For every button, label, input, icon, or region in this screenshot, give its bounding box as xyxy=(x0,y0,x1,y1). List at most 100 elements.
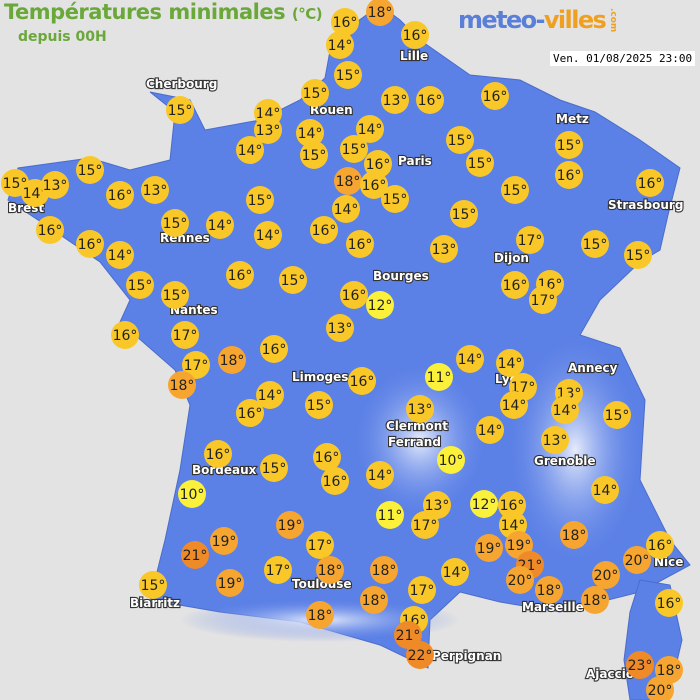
temperature-marker[interactable]: 18° xyxy=(168,371,196,399)
temperature-marker[interactable]: 16° xyxy=(364,150,392,178)
temperature-marker[interactable]: 17° xyxy=(306,531,334,559)
temperature-marker[interactable]: 16° xyxy=(310,216,338,244)
temperature-marker[interactable]: 20° xyxy=(506,566,534,594)
temperature-marker[interactable]: 15° xyxy=(166,96,194,124)
temperature-marker[interactable]: 16° xyxy=(106,181,134,209)
temperature-marker[interactable]: 23° xyxy=(626,651,654,679)
temperature-marker[interactable]: 16° xyxy=(646,531,674,559)
temperature-marker[interactable]: 13° xyxy=(430,235,458,263)
temperature-marker[interactable]: 16° xyxy=(401,21,429,49)
temperature-marker[interactable]: 13° xyxy=(381,86,409,114)
temperature-marker[interactable]: 15° xyxy=(76,156,104,184)
temperature-marker[interactable]: 16° xyxy=(360,171,388,199)
temperature-marker[interactable]: 16° xyxy=(331,8,359,36)
temperature-marker[interactable]: 16° xyxy=(416,86,444,114)
temperature-marker[interactable]: 15° xyxy=(624,241,652,269)
temperature-marker[interactable]: 14° xyxy=(106,241,134,269)
temperature-marker[interactable]: 14° xyxy=(456,345,484,373)
temperature-marker[interactable]: 16° xyxy=(36,216,64,244)
temperature-marker[interactable]: 15° xyxy=(161,281,189,309)
temperature-marker[interactable]: 14° xyxy=(356,115,384,143)
temperature-marker[interactable]: 16° xyxy=(204,440,232,468)
temperature-marker[interactable]: 11° xyxy=(376,501,404,529)
temperature-marker[interactable]: 16° xyxy=(260,335,288,363)
temperature-marker[interactable]: 15° xyxy=(126,271,154,299)
temperature-marker[interactable]: 14° xyxy=(236,136,264,164)
temperature-marker[interactable]: 15° xyxy=(603,401,631,429)
temperature-marker[interactable]: 17° xyxy=(264,556,292,584)
temperature-marker[interactable]: 16° xyxy=(111,321,139,349)
temperature-marker[interactable]: 19° xyxy=(216,569,244,597)
temperature-marker[interactable]: 17° xyxy=(529,286,557,314)
temperature-marker[interactable]: 15° xyxy=(340,135,368,163)
temperature-marker[interactable]: 14° xyxy=(332,195,360,223)
temperature-marker[interactable]: 16° xyxy=(226,261,254,289)
temperature-marker[interactable]: 15° xyxy=(301,79,329,107)
temperature-marker[interactable]: 14° xyxy=(256,381,284,409)
temperature-marker[interactable]: 12° xyxy=(366,291,394,319)
temperature-marker[interactable]: 14° xyxy=(296,119,324,147)
temperature-marker[interactable]: 17° xyxy=(408,576,436,604)
temperature-marker[interactable]: 16° xyxy=(655,589,683,617)
temperature-marker[interactable]: 15° xyxy=(450,200,478,228)
temperature-marker[interactable]: 18° xyxy=(316,556,344,584)
temperature-marker[interactable]: 15° xyxy=(581,230,609,258)
temperature-marker[interactable]: 15° xyxy=(279,266,307,294)
temperature-marker[interactable]: 14° xyxy=(551,396,579,424)
temperature-marker[interactable]: 14° xyxy=(591,476,619,504)
temperature-marker[interactable]: 15° xyxy=(501,176,529,204)
temperature-marker[interactable]: 13° xyxy=(41,171,69,199)
temperature-marker[interactable]: 17° xyxy=(171,321,199,349)
temperature-marker[interactable]: 16° xyxy=(498,491,526,519)
temperature-marker[interactable]: 19° xyxy=(210,527,238,555)
temperature-marker[interactable]: 17° xyxy=(516,226,544,254)
temperature-marker[interactable]: 19° xyxy=(475,534,503,562)
temperature-marker[interactable]: 14° xyxy=(441,558,469,586)
temperature-marker[interactable]: 11° xyxy=(425,363,453,391)
temperature-marker[interactable]: 16° xyxy=(481,82,509,110)
logo[interactable]: meteo-villes .com xyxy=(458,6,618,34)
temperature-marker[interactable]: 17° xyxy=(182,351,210,379)
temperature-marker[interactable]: 15° xyxy=(246,186,274,214)
temperature-marker[interactable]: 15° xyxy=(446,126,474,154)
temperature-marker[interactable]: 15° xyxy=(555,131,583,159)
temperature-marker[interactable]: 14° xyxy=(500,391,528,419)
temperature-marker[interactable]: 18° xyxy=(581,586,609,614)
temperature-marker[interactable]: 14° xyxy=(496,349,524,377)
temperature-marker[interactable]: 22° xyxy=(406,641,434,669)
temperature-marker[interactable]: 15° xyxy=(161,209,189,237)
temperature-marker[interactable]: 18° xyxy=(360,586,388,614)
temperature-marker[interactable]: 18° xyxy=(535,576,563,604)
temperature-marker[interactable]: 14° xyxy=(366,461,394,489)
temperature-marker[interactable]: 12° xyxy=(470,490,498,518)
temperature-marker[interactable]: 15° xyxy=(466,149,494,177)
temperature-marker[interactable]: 18° xyxy=(306,601,334,629)
temperature-marker[interactable]: 14° xyxy=(206,211,234,239)
temperature-marker[interactable]: 18° xyxy=(218,346,246,374)
temperature-marker[interactable]: 17° xyxy=(411,511,439,539)
temperature-marker[interactable]: 16° xyxy=(321,467,349,495)
temperature-marker[interactable]: 13° xyxy=(254,116,282,144)
temperature-marker[interactable]: 10° xyxy=(437,446,465,474)
temperature-marker[interactable]: 20° xyxy=(623,546,651,574)
temperature-marker[interactable]: 13° xyxy=(541,426,569,454)
temperature-marker[interactable]: 16° xyxy=(346,230,374,258)
temperature-marker[interactable]: 15° xyxy=(139,571,167,599)
temperature-marker[interactable]: 16° xyxy=(555,161,583,189)
temperature-marker[interactable]: 21° xyxy=(181,541,209,569)
temperature-marker[interactable]: 16° xyxy=(313,443,341,471)
temperature-marker[interactable]: 14° xyxy=(254,221,282,249)
temperature-marker[interactable]: 18° xyxy=(370,556,398,584)
temperature-marker[interactable]: 20° xyxy=(592,561,620,589)
temperature-marker[interactable]: 14° xyxy=(326,31,354,59)
temperature-marker[interactable]: 15° xyxy=(334,61,362,89)
temperature-marker[interactable]: 18° xyxy=(366,0,394,26)
temperature-marker[interactable]: 14° xyxy=(476,416,504,444)
temperature-marker[interactable]: 18° xyxy=(334,167,362,195)
temperature-marker[interactable]: 15° xyxy=(300,141,328,169)
temperature-marker[interactable]: 20° xyxy=(646,676,674,700)
temperature-marker[interactable]: 18° xyxy=(560,521,588,549)
temperature-marker[interactable]: 10° xyxy=(178,480,206,508)
temperature-marker[interactable]: 19° xyxy=(276,511,304,539)
temperature-marker[interactable]: 15° xyxy=(305,391,333,419)
